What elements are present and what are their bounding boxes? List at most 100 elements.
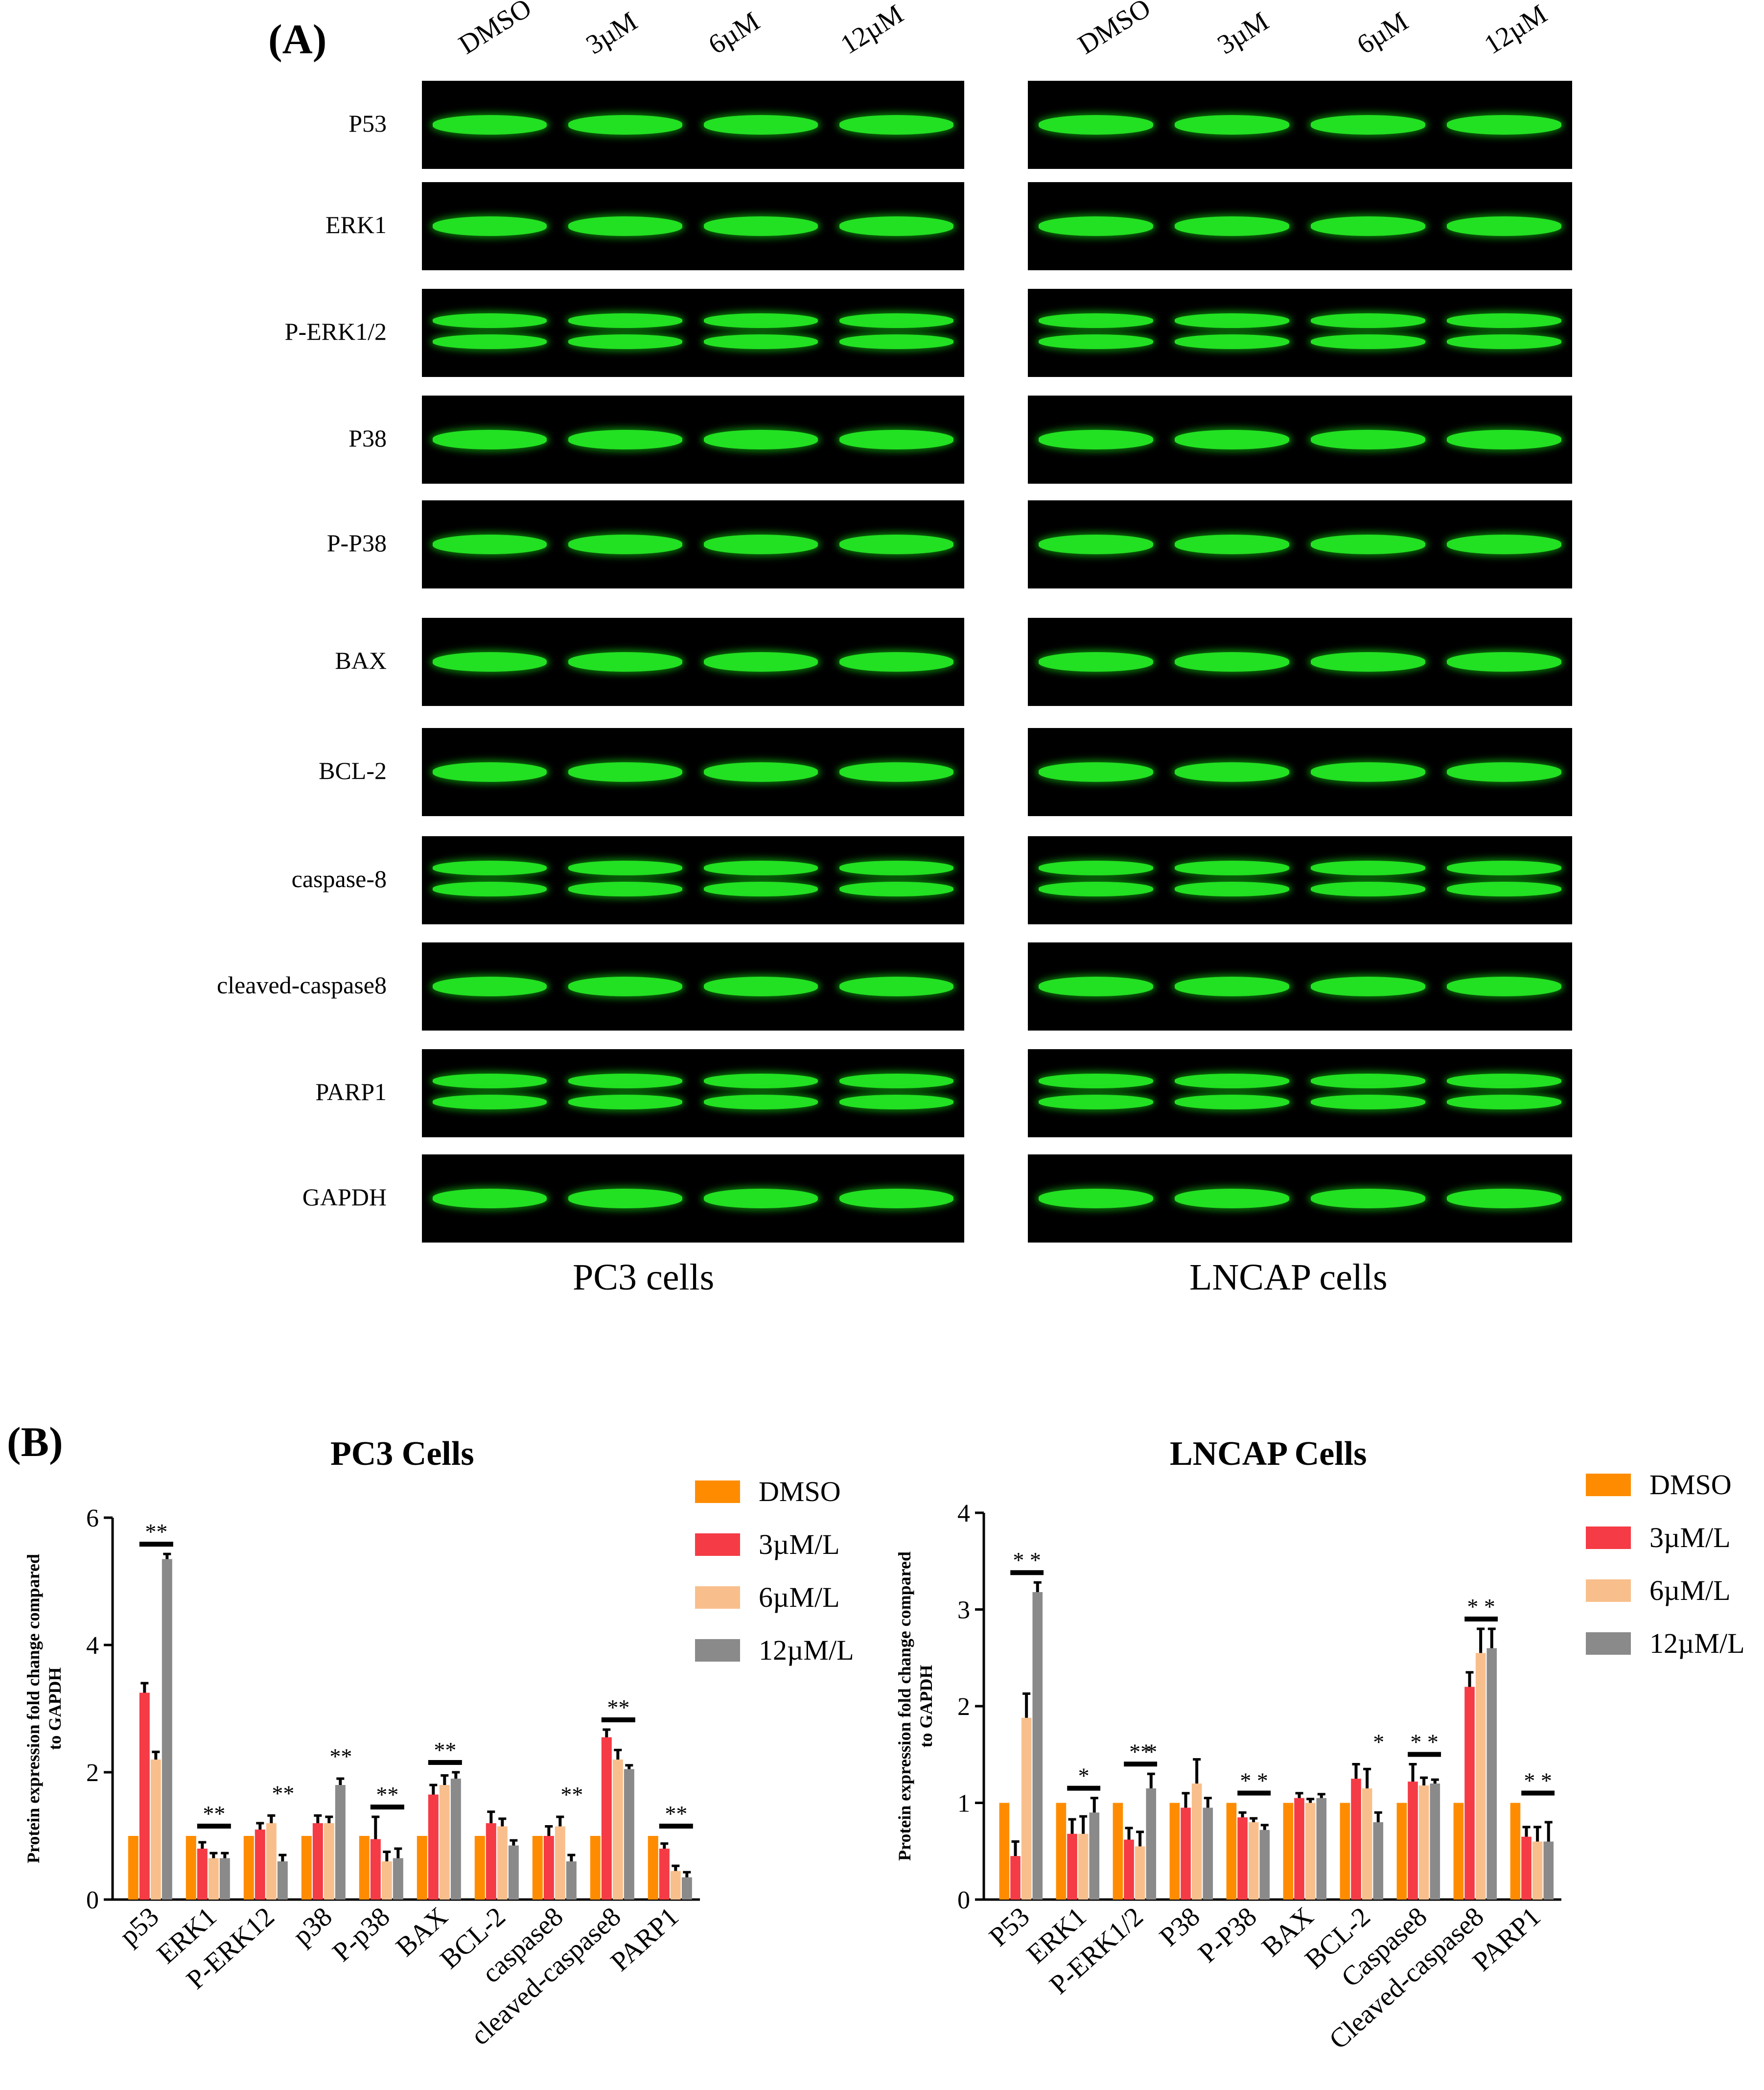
- bar-p38-series-1: [312, 1823, 323, 1900]
- bar-cleaved-caspase8-series-1: [601, 1737, 612, 1900]
- bar-p-erk1-2-series-2: [1135, 1846, 1145, 1900]
- legend-swatch: [1586, 1526, 1631, 1549]
- blot-band: [568, 762, 682, 782]
- blot-band: [1175, 860, 1289, 875]
- bar-cleaved-caspase8-series-0: [590, 1836, 601, 1900]
- bar-caspase8-series-3: [566, 1861, 577, 1900]
- blot-band: [1175, 430, 1289, 449]
- protein-label: ERK1: [325, 211, 387, 238]
- lncap-lane-label: 3µM: [1212, 6, 1274, 61]
- blot-band: [1175, 1073, 1289, 1088]
- bar-bax-series-1: [1294, 1798, 1304, 1900]
- y-tick-label: 0: [957, 1886, 970, 1914]
- bar-cleaved-caspase8-series-0: [1453, 1803, 1464, 1900]
- y-tick-label: 0: [86, 1886, 99, 1914]
- legend-label: 12µM/L: [759, 1634, 854, 1666]
- pc3-blot-p-p38: [422, 500, 964, 588]
- blot-band: [704, 1095, 818, 1109]
- bar-erk1-series-3: [219, 1858, 230, 1900]
- legend-label: 3µM/L: [1649, 1522, 1731, 1553]
- bar-p-erk12-series-2: [266, 1823, 277, 1900]
- blot-band: [433, 115, 547, 135]
- blot-band: [1039, 115, 1153, 135]
- blot-band: [1039, 334, 1153, 349]
- bar-p-erk1-2-series-0: [1113, 1803, 1123, 1900]
- legend-swatch: [695, 1533, 740, 1556]
- legend-swatch: [695, 1639, 740, 1662]
- blot-band: [568, 652, 682, 672]
- blot-band: [1311, 882, 1425, 896]
- lncap-blot-gapdh: [1028, 1154, 1572, 1243]
- blot-band: [1175, 1189, 1289, 1208]
- lncap-lane-label: DMSO: [1072, 0, 1156, 61]
- blot-band: [1311, 762, 1425, 782]
- blot-band: [568, 1189, 682, 1208]
- blot-band: [1311, 115, 1425, 135]
- blot-band: [1447, 1095, 1561, 1109]
- blot-band: [433, 535, 547, 554]
- blot-band: [1311, 216, 1425, 236]
- y-tick-label: 4: [957, 1500, 970, 1527]
- blot-band: [433, 430, 547, 449]
- blot-band: [1039, 535, 1153, 554]
- bar-p-erk12-series-1: [255, 1830, 265, 1900]
- blot-band: [568, 334, 682, 349]
- y-axis-label-line: to GAPDH: [45, 1667, 65, 1750]
- blot-band: [1175, 535, 1289, 554]
- legend-swatch: [695, 1586, 740, 1609]
- pc3-blot-p38: [422, 396, 964, 484]
- bar-parp1-series-1: [659, 1849, 670, 1900]
- bar-bax-series-0: [1283, 1803, 1294, 1900]
- bar-caspase8-series-1: [543, 1836, 554, 1900]
- significance-label: *: [1078, 1763, 1090, 1788]
- protein-label: P53: [348, 110, 387, 137]
- bar-p-erk12-series-0: [243, 1836, 254, 1900]
- legend-label: DMSO: [1649, 1469, 1732, 1501]
- bar-p-erk1-2-series-3: [1146, 1788, 1157, 1900]
- pc3-blot-bax: [422, 618, 964, 706]
- bar-p-p38-series-3: [1259, 1830, 1270, 1900]
- blot-band: [1175, 1095, 1289, 1109]
- blot-band: [839, 1095, 953, 1109]
- protein-label: GAPDH: [302, 1183, 387, 1211]
- bar-p-p38-series-1: [1237, 1817, 1248, 1900]
- significance-label: **: [203, 1801, 225, 1826]
- bar-bcl-2-series-2: [1362, 1788, 1372, 1900]
- protein-label: PARP1: [315, 1078, 387, 1105]
- lncap-blot-caspase-8: [1028, 836, 1572, 924]
- blot-band: [1175, 216, 1289, 236]
- blot-band: [1039, 652, 1153, 672]
- blot-band: [1447, 977, 1561, 996]
- bar-bcl-2-series-1: [486, 1823, 496, 1900]
- bar-p38-series-1: [1181, 1808, 1191, 1900]
- bar-erk1-series-0: [1056, 1803, 1067, 1900]
- bar-p53-series-2: [1021, 1717, 1032, 1900]
- lncap-cells-caption: LNCAP cells: [1189, 1257, 1388, 1298]
- y-axis-label: Protein expression fold change compared t…: [895, 1551, 936, 1861]
- blot-band: [839, 535, 953, 554]
- lncap-blot-parp1: [1028, 1049, 1572, 1137]
- bar-p53-series-3: [1032, 1592, 1043, 1900]
- significance-label: * *: [1524, 1768, 1552, 1793]
- significance-label: **: [560, 1782, 583, 1807]
- blot-band: [1039, 1095, 1153, 1109]
- pc3-cells-caption: PC3 cells: [573, 1257, 715, 1298]
- bar-caspase8-series-0: [1396, 1803, 1407, 1900]
- blot-band: [433, 1189, 547, 1208]
- blot-band: [704, 535, 818, 554]
- blot-band: [433, 762, 547, 782]
- lncap-blot-bax: [1028, 618, 1572, 706]
- blot-band: [704, 430, 818, 449]
- legend-label: DMSO: [759, 1476, 841, 1507]
- blot-band: [433, 1073, 547, 1088]
- blot-band: [1311, 535, 1425, 554]
- protein-label: BCL-2: [319, 757, 387, 784]
- legend-swatch: [695, 1480, 740, 1503]
- y-tick-label: 4: [86, 1632, 99, 1660]
- legend-label: 6µM/L: [759, 1581, 840, 1613]
- bar-bax-series-2: [1305, 1803, 1316, 1900]
- blot-band: [1175, 977, 1289, 996]
- legend-label: 3µM/L: [759, 1528, 840, 1560]
- pc3-blot-gapdh: [422, 1154, 964, 1243]
- bar-bcl-2-series-0: [474, 1836, 485, 1900]
